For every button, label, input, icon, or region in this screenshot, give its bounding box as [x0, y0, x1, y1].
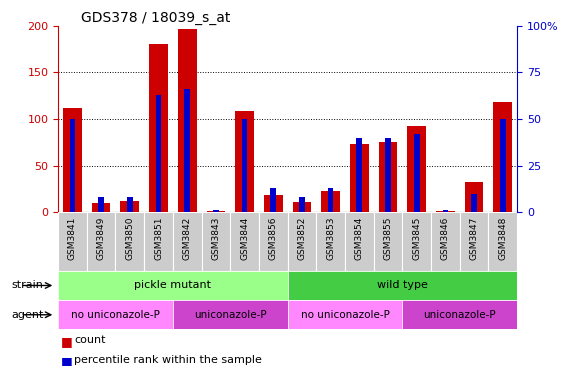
Text: uniconazole-P: uniconazole-P — [424, 310, 496, 320]
Text: ■: ■ — [61, 355, 73, 366]
Text: agent: agent — [12, 310, 44, 320]
Bar — [431, 212, 460, 271]
Bar — [242, 119, 248, 212]
Bar — [230, 212, 259, 271]
Bar — [264, 195, 282, 212]
Bar — [98, 197, 104, 212]
Bar — [357, 138, 362, 212]
Text: GSM3845: GSM3845 — [412, 217, 421, 260]
Bar — [127, 197, 132, 212]
Bar — [293, 202, 311, 212]
Text: no uniconazole-P: no uniconazole-P — [300, 310, 389, 320]
Bar — [259, 212, 288, 271]
Bar — [173, 300, 288, 329]
Bar — [173, 212, 202, 271]
Text: GSM3846: GSM3846 — [441, 217, 450, 260]
Text: GSM3853: GSM3853 — [326, 217, 335, 261]
Bar — [379, 142, 397, 212]
Text: GSM3849: GSM3849 — [96, 217, 106, 260]
Bar — [156, 95, 162, 212]
Bar — [288, 212, 316, 271]
Bar — [213, 210, 219, 212]
Text: GSM3850: GSM3850 — [125, 217, 134, 261]
Bar — [436, 211, 455, 212]
Bar — [235, 112, 254, 212]
Bar — [328, 188, 333, 212]
Bar — [92, 203, 110, 212]
Bar — [385, 138, 391, 212]
Text: GSM3852: GSM3852 — [297, 217, 306, 260]
Bar — [202, 212, 230, 271]
Bar — [414, 134, 419, 212]
Bar — [116, 212, 144, 271]
Text: GSM3848: GSM3848 — [498, 217, 507, 260]
Bar — [184, 89, 190, 212]
Bar — [288, 271, 517, 300]
Bar — [350, 144, 368, 212]
Bar — [270, 188, 276, 212]
Bar — [58, 271, 288, 300]
Text: no uniconazole-P: no uniconazole-P — [71, 310, 160, 320]
Bar — [374, 212, 403, 271]
Bar — [443, 210, 449, 212]
Bar — [299, 197, 305, 212]
Bar — [403, 300, 517, 329]
Text: GSM3856: GSM3856 — [269, 217, 278, 261]
Bar — [345, 212, 374, 271]
Bar — [460, 212, 489, 271]
Text: GSM3842: GSM3842 — [182, 217, 192, 260]
Bar — [471, 194, 477, 212]
Bar — [207, 211, 225, 212]
Bar — [120, 201, 139, 212]
Bar — [178, 29, 196, 212]
Text: GSM3847: GSM3847 — [469, 217, 479, 260]
Text: GDS378 / 18039_s_at: GDS378 / 18039_s_at — [81, 11, 231, 25]
Bar — [144, 212, 173, 271]
Text: GSM3851: GSM3851 — [154, 217, 163, 261]
Bar — [465, 182, 483, 212]
Bar — [58, 300, 173, 329]
Text: strain: strain — [12, 280, 44, 291]
Bar — [493, 102, 512, 212]
Text: GSM3843: GSM3843 — [211, 217, 220, 260]
Text: percentile rank within the sample: percentile rank within the sample — [74, 355, 262, 365]
Bar — [321, 191, 340, 212]
Text: ■: ■ — [61, 335, 73, 348]
Text: GSM3854: GSM3854 — [355, 217, 364, 260]
Bar — [63, 108, 82, 212]
Text: pickle mutant: pickle mutant — [134, 280, 211, 291]
Bar — [58, 212, 87, 271]
Bar — [70, 119, 76, 212]
Bar — [407, 126, 426, 212]
Text: wild type: wild type — [377, 280, 428, 291]
Bar — [149, 44, 168, 212]
Bar — [500, 119, 505, 212]
Bar — [87, 212, 116, 271]
Bar — [489, 212, 517, 271]
Bar — [316, 212, 345, 271]
Text: GSM3855: GSM3855 — [383, 217, 393, 261]
Text: uniconazole-P: uniconazole-P — [194, 310, 267, 320]
Text: count: count — [74, 335, 106, 345]
Text: GSM3841: GSM3841 — [68, 217, 77, 260]
Bar — [403, 212, 431, 271]
Bar — [288, 300, 403, 329]
Text: GSM3844: GSM3844 — [240, 217, 249, 260]
